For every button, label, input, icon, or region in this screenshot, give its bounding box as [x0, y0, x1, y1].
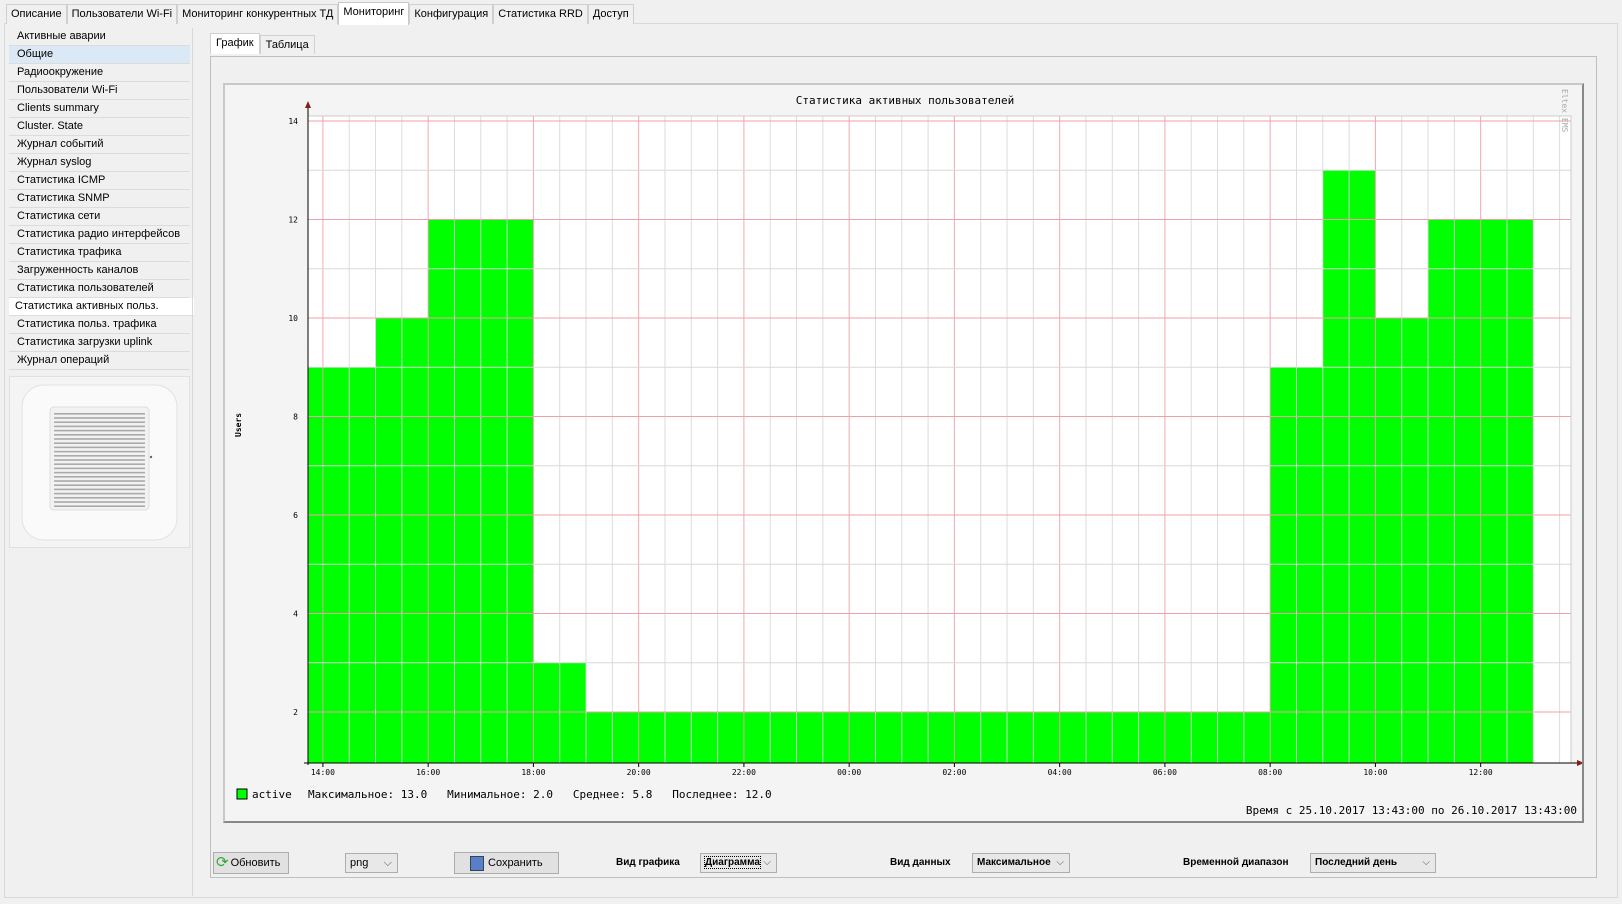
top-tab[interactable]: Описание	[6, 4, 67, 24]
sidebar-item[interactable]: Статистика сети	[9, 208, 190, 226]
chart-type-select[interactable]: Диаграмма ⌵	[700, 853, 777, 873]
x-tick-label: 04:00	[1048, 768, 1072, 777]
refresh-label: Обновить	[230, 857, 281, 869]
range-value: Последний день	[1315, 857, 1398, 868]
y-axis-arrow-icon	[305, 101, 311, 108]
chart-image: 2 4 6 8 10 12 14 14:00 16:00 18:00 20:00 22:00 00:00…	[223, 83, 1584, 823]
sidebar-item[interactable]: Clients summary	[9, 100, 190, 118]
device-image	[9, 376, 190, 548]
x-tick-label: 18:00	[521, 768, 545, 777]
sidebar-item[interactable]: Журнал событий	[9, 136, 190, 154]
sidebar-item[interactable]: Статистика польз. трафика	[9, 316, 190, 334]
save-button[interactable]: Сохранить	[454, 852, 559, 874]
y-tick-label: 14	[288, 117, 298, 126]
view-tabs: График Таблица	[210, 33, 315, 54]
y-axis-label: Users	[234, 413, 243, 437]
legend-stats: Максимальное: 13.0 Минимальное: 2.0 Сред…	[308, 788, 772, 801]
data-type-label: Вид данных	[890, 857, 951, 868]
data-type-select[interactable]: Максимальное ⌵	[972, 853, 1070, 873]
chart-svg: 2 4 6 8 10 12 14 14:00 16:00 18:00 20:00 22:00 00:00…	[234, 89, 1584, 817]
top-tab[interactable]: Доступ	[587, 4, 634, 24]
top-tab[interactable]: Статистика RRD	[493, 4, 588, 24]
sidebar-item[interactable]: Статистика загрузки uplink	[9, 334, 190, 352]
sidebar-item[interactable]: Статистика радио интерфейсов	[9, 226, 190, 244]
x-tick-label: 10:00	[1363, 768, 1387, 777]
chart-type-value: Диаграмма	[704, 856, 761, 869]
tab-table[interactable]: Таблица	[259, 35, 315, 54]
chevron-down-icon: ⌵	[383, 857, 392, 869]
y-tick-label: 10	[288, 314, 298, 323]
chart-type-label: Вид графика	[616, 857, 680, 868]
chart-title: Статистика активных пользователей	[796, 94, 1015, 107]
x-axis-arrow-icon	[1577, 760, 1584, 766]
y-tick-label: 2	[293, 708, 298, 717]
y-tick-label: 12	[288, 216, 298, 225]
y-tick-label: 8	[293, 413, 298, 422]
save-icon	[470, 855, 484, 871]
top-tabs: Описание Пользователи Wi-Fi Мониторинг кон…	[6, 2, 634, 25]
sidebar-item[interactable]: Пользователи Wi-Fi	[9, 82, 190, 100]
legend-name: active	[252, 788, 292, 801]
format-value: png	[350, 857, 369, 869]
y-tick-label: 6	[293, 511, 298, 520]
tab-graph[interactable]: График	[210, 33, 260, 54]
x-tick-label: 20:00	[627, 768, 651, 777]
save-label: Сохранить	[488, 857, 543, 869]
refresh-button[interactable]: ⟳ Обновить	[213, 852, 289, 874]
range-label: Временной диапазон	[1183, 857, 1289, 868]
format-select[interactable]: png ⌵	[345, 853, 398, 873]
x-tick-label: 22:00	[732, 768, 756, 777]
top-tab[interactable]: Конфигурация	[409, 4, 494, 24]
sidebar: Активные аварии Общие Радиоокружение Пользо…	[9, 28, 194, 548]
bar	[308, 367, 376, 763]
content-area	[192, 28, 1616, 896]
x-tick-label: 08:00	[1258, 768, 1282, 777]
sidebar-item[interactable]: Загруженность каналов	[9, 262, 190, 280]
chevron-down-icon: ⌵	[763, 857, 771, 868]
sidebar-item[interactable]: Статистика ICMP	[9, 172, 190, 190]
sidebar-item[interactable]: Активные аварии	[9, 28, 190, 46]
top-tab[interactable]: Пользователи Wi-Fi	[66, 4, 178, 24]
chevron-down-icon: ⌵	[1056, 857, 1064, 868]
sidebar-item[interactable]: Статистика активных польз.	[9, 298, 194, 316]
x-tick-label: 14:00	[311, 768, 335, 777]
legend-swatch	[236, 788, 248, 800]
x-tick-label: 06:00	[1153, 768, 1177, 777]
sidebar-item[interactable]: Статистика пользователей	[9, 280, 190, 298]
range-select[interactable]: Последний день ⌵	[1310, 853, 1436, 873]
sidebar-item[interactable]: Журнал syslog	[9, 154, 190, 172]
sidebar-item[interactable]: Статистика трафика	[9, 244, 190, 262]
top-tab[interactable]: Мониторинг	[338, 2, 410, 25]
sidebar-item[interactable]: Статистика SNMP	[9, 190, 190, 208]
watermark: Eltex EMS	[1560, 89, 1569, 133]
sidebar-item[interactable]: Cluster. State	[9, 118, 190, 136]
x-tick-label: 16:00	[416, 768, 440, 777]
time-range-text: Время с 25.10.2017 13:43:00 по 26.10.201…	[1246, 804, 1577, 817]
chevron-down-icon: ⌵	[1422, 857, 1430, 868]
sidebar-item[interactable]: Радиоокружение	[9, 64, 190, 82]
y-tick-label: 4	[293, 610, 298, 619]
x-tick-label: 02:00	[942, 768, 966, 777]
sidebar-item[interactable]: Общие	[9, 46, 190, 64]
refresh-icon: ⟳	[216, 854, 229, 871]
x-tick-label: 12:00	[1469, 768, 1493, 777]
x-tick-label: 00:00	[837, 768, 861, 777]
top-tab[interactable]: Мониторинг конкурентных ТД	[177, 4, 339, 24]
data-type-value: Максимальное	[977, 857, 1051, 868]
sidebar-item[interactable]: Журнал операций	[9, 352, 190, 370]
